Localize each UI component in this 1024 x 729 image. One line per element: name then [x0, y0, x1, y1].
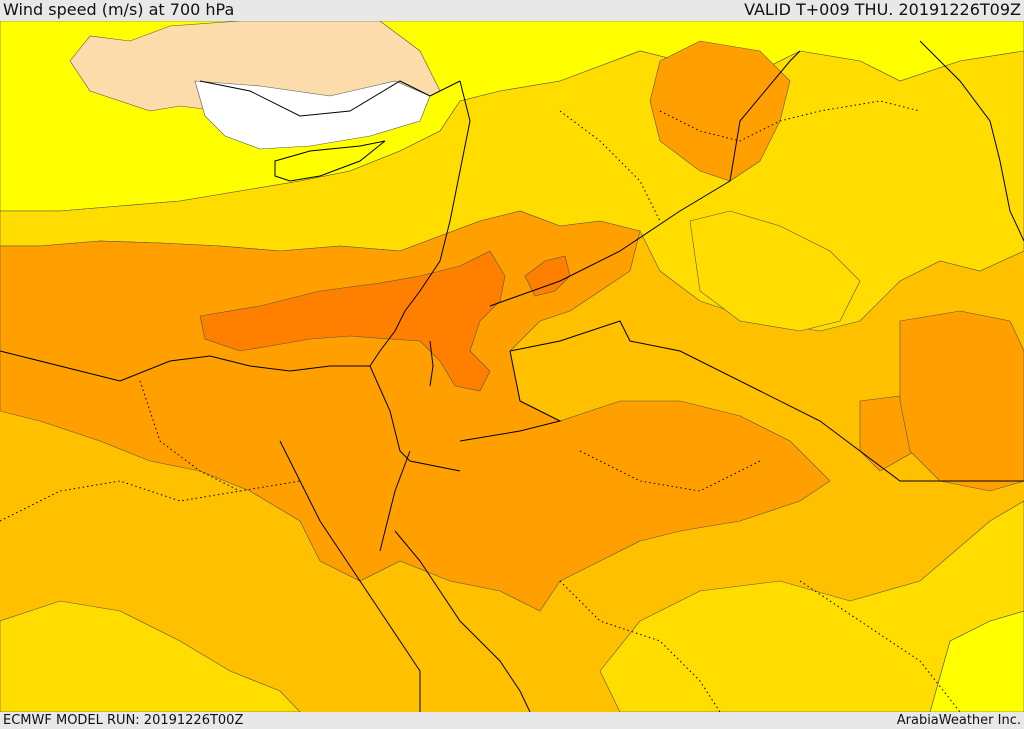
- field-orange-southeast: [899, 310, 1024, 492]
- map-canvas: [0, 21, 1024, 712]
- coastline-levant: [369, 80, 471, 367]
- coastline-turkey-south: [199, 80, 461, 117]
- field-gold-east: [689, 210, 861, 332]
- map-header: Wind speed (m/s) at 700 hPa VALID T+009 …: [0, 0, 1024, 21]
- coastline-sinai-red-sea: [279, 440, 421, 712]
- map-title: Wind speed (m/s) at 700 hPa: [3, 0, 235, 19]
- field-yellow-southwest: [0, 600, 301, 712]
- map-footer: ECMWF MODEL RUN: 20191226T00Z ArabiaWeat…: [0, 712, 1024, 729]
- internal-boundaries: [0, 100, 961, 712]
- coastline-egypt-north: [0, 350, 370, 382]
- border-saudi-jordan: [509, 320, 1024, 482]
- border-egypt-east: [369, 365, 461, 472]
- coastline-arabia-red-sea: [394, 530, 531, 712]
- credit: ArabiaWeather Inc.: [896, 713, 1021, 728]
- field-gold-south: [599, 500, 1024, 712]
- boundaries: [0, 40, 1024, 712]
- coastline-gulf-aqaba: [379, 450, 411, 552]
- field-orange-band: [0, 210, 831, 612]
- valid-time: VALID T+009 THU. 20191226T09Z: [744, 0, 1021, 19]
- coastline-cyprus: [274, 140, 386, 182]
- coastline-gulf: [919, 40, 1024, 242]
- model-run: ECMWF MODEL RUN: 20191226T00Z: [3, 713, 244, 728]
- wind-speed-map[interactable]: [0, 21, 1024, 712]
- field-dark-orange-core: [199, 250, 506, 392]
- field-orange-east: [649, 40, 791, 182]
- coastline-dead-sea: [429, 340, 434, 387]
- border-iraq: [489, 50, 801, 307]
- border-saudi-north: [459, 350, 562, 442]
